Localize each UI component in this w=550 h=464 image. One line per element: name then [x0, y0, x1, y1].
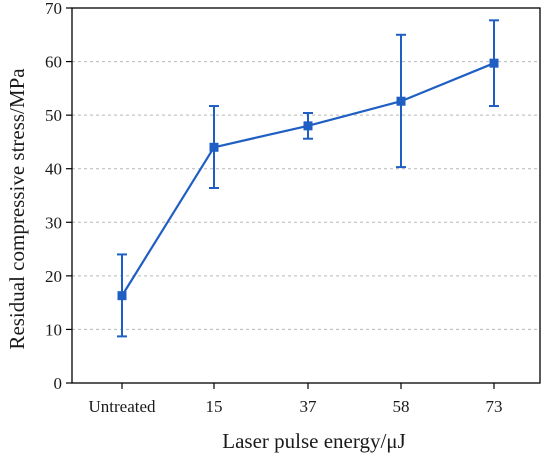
y-tick-label: 60 — [45, 53, 62, 72]
y-tick-label: 20 — [45, 267, 62, 286]
y-tick-label: 30 — [45, 213, 62, 232]
data-point — [489, 58, 499, 68]
x-tick-label: 37 — [300, 397, 318, 416]
y-tick-label: 40 — [45, 160, 62, 179]
axes — [66, 7, 541, 389]
tick-labels: 0 10 20 30 40 50 60 70 Untreated 15 37 58 73 — [45, 0, 503, 416]
gridlines — [72, 7, 540, 330]
series-line — [121, 62, 495, 297]
x-tick-label: 58 — [393, 397, 410, 416]
y-tick-label: 10 — [45, 320, 62, 339]
y-tick-label: 0 — [54, 374, 63, 393]
plot-frame — [71, 7, 541, 384]
y-tick-label: 70 — [45, 0, 62, 18]
data-point — [303, 121, 313, 131]
x-tick-label: Untreated — [88, 397, 156, 416]
x-tick-label: 15 — [206, 397, 223, 416]
data-point — [209, 142, 219, 152]
y-tick-label: 50 — [45, 106, 62, 125]
x-tick-label: 73 — [486, 397, 503, 416]
data-point — [117, 291, 127, 301]
x-axis-label: Laser pulse energy/μJ — [222, 429, 405, 453]
data-point — [396, 96, 406, 106]
y-axis-label: Residual compressive stress/MPa — [5, 68, 29, 350]
data-series — [117, 19, 499, 338]
